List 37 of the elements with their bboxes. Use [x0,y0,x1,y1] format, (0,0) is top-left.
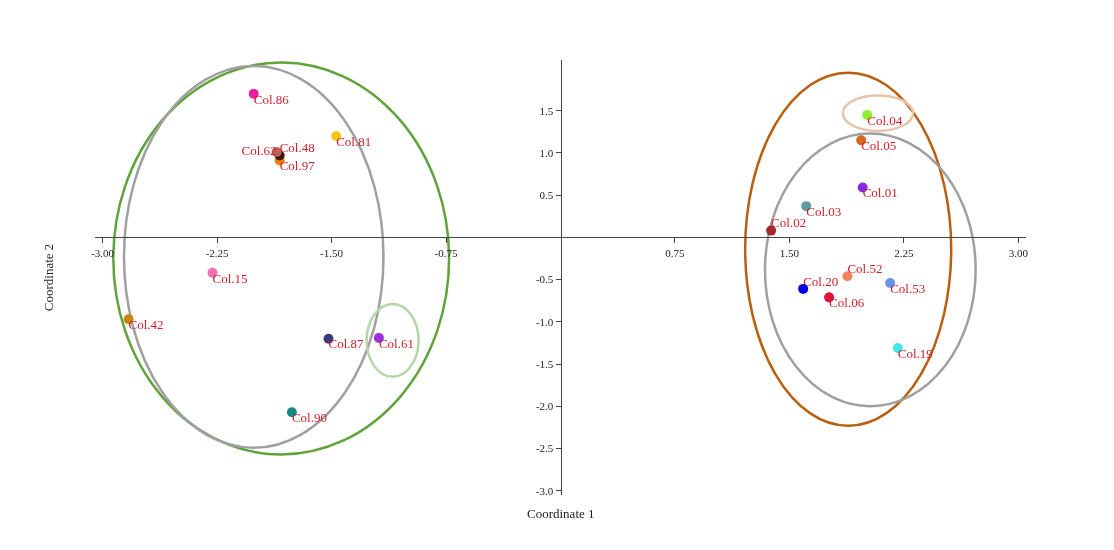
y-tick-label: -2.5 [535,442,554,455]
series-label: Col.15 [212,270,248,286]
y-tick-label: -0.5 [535,273,554,286]
series-label: Col.97 [279,158,316,174]
series-label: Col.20 [803,273,839,289]
series-label: Col.05 [861,137,897,153]
series-label: Col.04 [867,112,903,128]
series-label: Col.02 [771,215,807,231]
point [766,225,777,236]
x-tick-label: 0.75 [665,246,686,259]
y-tick-label: -3.0 [535,484,554,497]
y-tick-label: 0.5 [539,189,554,201]
point [842,271,853,282]
x-tick-label: -1.50 [320,246,344,259]
y-tick-label: -1.0 [535,315,554,328]
series-label: Col.03 [806,203,842,219]
x-tick-label: -2.25 [205,246,230,259]
x-tick-label: 3.00 [1008,246,1029,259]
series-label: Col.52 [847,260,883,276]
x-axis-title: Coordinate 1 [527,506,595,521]
x-tick-label: 1.50 [779,246,800,259]
x-tick-label: 2.25 [894,246,915,259]
series-label: Col.61 [378,335,414,351]
series-label: Col.81 [336,133,372,149]
series-label: Col.01 [862,185,898,201]
series-label: Col.86 [253,91,290,107]
y-tick-label: 1.0 [539,146,554,159]
y-tick-label: -2.0 [535,400,554,413]
y-axis-title: Coordinate 2 [41,243,57,312]
series-label: Col.48 [279,140,315,156]
series-label: Col.87 [328,336,365,352]
series-label: Col.42 [128,317,164,333]
series-label: Col.53 [890,280,926,296]
series-label: Col.06 [829,295,865,311]
series-label: Col.90 [291,409,327,425]
y-tick-label: 1.5 [539,104,554,117]
y-tick-label: -1.5 [535,357,554,370]
